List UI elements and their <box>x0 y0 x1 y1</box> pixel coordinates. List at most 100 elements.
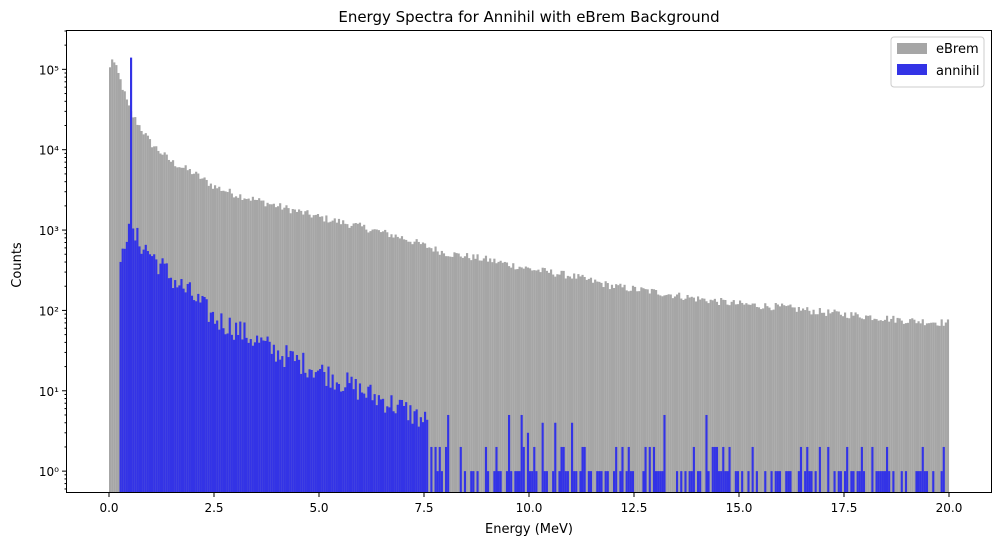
bar-eBrem <box>113 62 116 493</box>
bar-eBrem <box>541 267 544 492</box>
bar-eBrem <box>587 278 590 492</box>
bar-annihil <box>281 356 284 492</box>
bar-eBrem <box>472 254 475 492</box>
bar-annihil <box>445 446 448 492</box>
x-tick-label: 20.0 <box>936 501 963 515</box>
bar-eBrem <box>508 266 511 492</box>
bar-annihil <box>121 248 124 492</box>
bar-annihil <box>505 471 509 492</box>
bar-eBrem <box>354 223 357 492</box>
bar-annihil <box>533 446 536 492</box>
bar-eBrem <box>820 312 824 492</box>
bar-annihil <box>459 446 462 492</box>
bar-annihil <box>858 471 861 492</box>
bar-eBrem <box>638 291 641 492</box>
bar-eBrem <box>484 255 488 492</box>
bar-eBrem <box>613 288 616 492</box>
bar-eBrem <box>747 304 750 492</box>
bar-annihil <box>726 471 729 492</box>
bar-annihil <box>833 471 836 492</box>
bar-annihil <box>335 382 338 492</box>
bar-eBrem <box>325 215 328 492</box>
bar-annihil <box>697 471 700 492</box>
bar-eBrem <box>518 266 521 492</box>
bar-eBrem <box>909 319 912 492</box>
bar-eBrem <box>787 305 790 492</box>
bar-annihil <box>159 263 162 492</box>
bar-annihil <box>919 471 922 492</box>
bar-eBrem <box>558 274 561 492</box>
bar-annihil <box>529 471 532 492</box>
x-tick-label: 15.0 <box>726 501 753 515</box>
x-tick-label: 12.5 <box>621 501 648 515</box>
bar-eBrem <box>785 306 788 492</box>
bar-annihil <box>321 364 324 492</box>
bar-eBrem <box>694 301 698 492</box>
bar-eBrem <box>904 323 908 492</box>
bar-annihil <box>797 471 800 492</box>
bar-eBrem <box>312 215 315 492</box>
bar-annihil <box>293 361 296 492</box>
bar-annihil <box>245 337 248 492</box>
bar-annihil <box>881 471 884 492</box>
bar-annihil <box>165 263 168 492</box>
bar-eBrem <box>938 325 941 492</box>
bar-annihil <box>279 359 282 492</box>
bar-eBrem <box>369 231 372 492</box>
bar-annihil <box>312 377 315 492</box>
bar-eBrem <box>281 209 284 492</box>
bar-annihil <box>314 372 317 492</box>
bar-eBrem <box>768 307 771 492</box>
bar-annihil <box>699 471 702 492</box>
bar-eBrem <box>442 253 446 492</box>
bar-annihil <box>814 471 817 492</box>
bar-annihil <box>226 333 229 492</box>
bar-annihil <box>747 471 750 492</box>
bar-annihil <box>424 411 427 492</box>
bar-eBrem <box>327 222 330 492</box>
bar-annihil <box>230 334 233 492</box>
bar-eBrem <box>621 287 624 492</box>
bar-annihil <box>222 328 225 492</box>
bar-annihil <box>877 471 880 492</box>
bar-eBrem <box>911 318 914 492</box>
bar-eBrem <box>770 310 773 492</box>
bar-eBrem <box>352 223 355 492</box>
bar-eBrem <box>774 303 777 492</box>
bar-annihil <box>434 446 437 492</box>
bar-eBrem <box>734 304 737 492</box>
bar-eBrem <box>755 306 758 492</box>
bar-eBrem <box>724 300 727 492</box>
bar-eBrem <box>741 302 744 492</box>
legend-swatch-annihil <box>897 64 927 75</box>
bar-annihil <box>268 341 271 492</box>
bar-annihil <box>915 471 918 492</box>
bar-eBrem <box>568 276 572 492</box>
bar-annihil <box>541 422 544 492</box>
bar-annihil <box>886 446 889 492</box>
bar-annihil <box>306 377 309 492</box>
bar-annihil <box>487 471 490 492</box>
bar-eBrem <box>566 275 569 492</box>
bar-annihil <box>543 471 546 492</box>
bar-annihil <box>426 419 429 492</box>
bar-annihil <box>249 339 252 492</box>
bar-annihil <box>892 471 895 492</box>
bar-annihil <box>295 355 299 492</box>
bar-annihil <box>356 399 359 492</box>
bar-eBrem <box>337 218 341 492</box>
plot-area <box>109 57 950 493</box>
bar-eBrem <box>520 267 523 492</box>
bar-annihil <box>243 322 246 492</box>
bar-eBrem <box>608 289 611 492</box>
bar-annihil <box>308 369 311 492</box>
bar-eBrem <box>690 296 693 492</box>
bar-annihil <box>778 471 782 492</box>
bar-eBrem <box>676 294 679 492</box>
bar-annihil <box>627 446 630 492</box>
bar-annihil <box>400 400 404 492</box>
y-tick-label: 10⁰ <box>39 465 59 479</box>
bar-eBrem <box>793 307 796 492</box>
bar-annihil <box>705 414 708 492</box>
bar-eBrem <box>438 254 441 492</box>
